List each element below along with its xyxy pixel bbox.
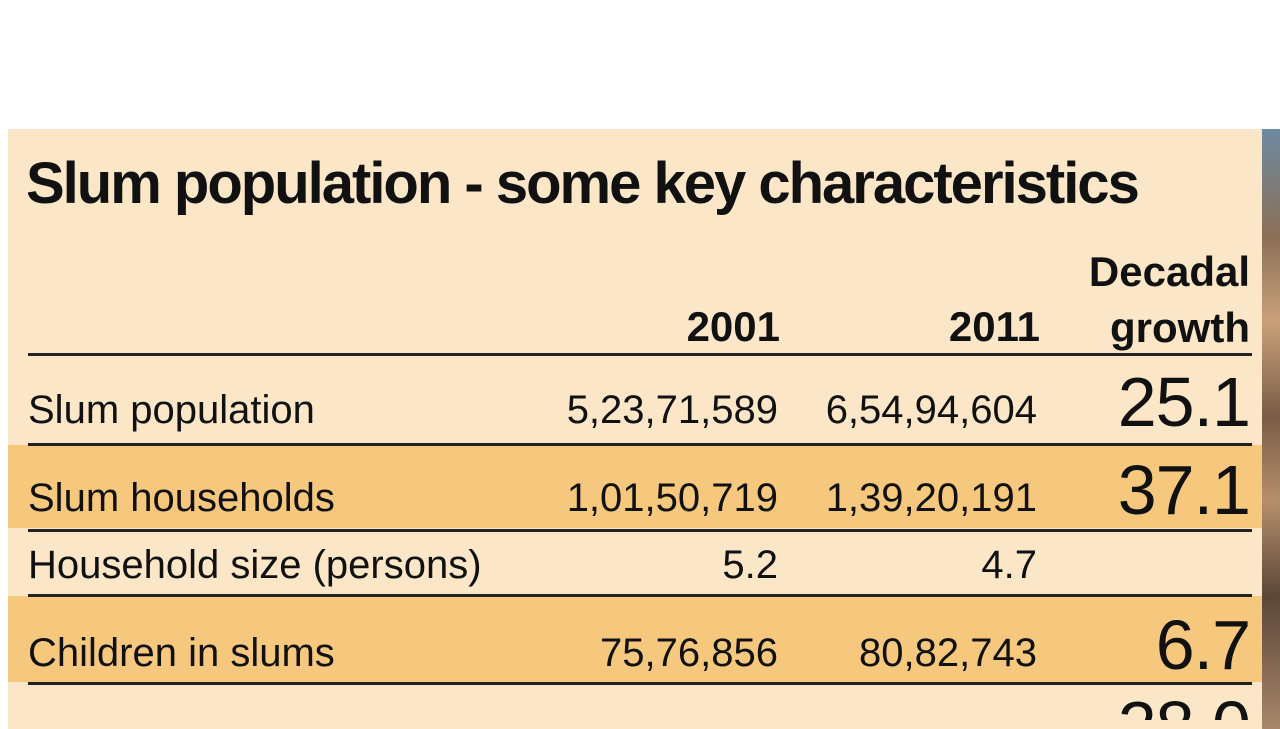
header-rule bbox=[28, 353, 1252, 356]
value-2011: 6,54,94,604 bbox=[825, 388, 1037, 432]
value-2001: 5,23,71,589 bbox=[566, 388, 778, 432]
value-2001: 1,01,50,719 bbox=[566, 476, 778, 520]
header-2001: 2001 bbox=[686, 303, 780, 350]
row-label: Slum population bbox=[28, 388, 315, 432]
table-row: Slum population 5,23,71,589 6,54,94,604 … bbox=[0, 360, 1280, 440]
row-rule bbox=[28, 529, 1252, 532]
table-title: Slum population - some key characteristi… bbox=[26, 151, 1140, 216]
row-label: Slum households bbox=[28, 476, 335, 520]
photo-strip bbox=[1262, 129, 1280, 729]
value-2011: 4.7 bbox=[981, 543, 1037, 587]
value-growth: 6.7 bbox=[1155, 606, 1251, 684]
table-row: Household size (persons) 5.2 4.7 bbox=[0, 515, 1280, 595]
header-growth-line2: growth bbox=[1110, 304, 1250, 351]
header-2011: 2011 bbox=[948, 303, 1040, 350]
header-decadal-growth: Decadal growth bbox=[1089, 244, 1250, 356]
value-2001: 75,76,856 bbox=[600, 631, 778, 675]
table-row: Slum households 1,01,50,719 1,39,20,191 … bbox=[0, 448, 1280, 528]
value-growth: 37.1 bbox=[1117, 451, 1251, 529]
value-2011: 80,82,743 bbox=[859, 631, 1037, 675]
row-label: Household size (persons) bbox=[28, 543, 482, 587]
table-row: Children in slums 75,76,856 80,82,743 6.… bbox=[0, 603, 1280, 683]
row-label: Children in slums bbox=[28, 631, 335, 675]
header-growth-line1: Decadal bbox=[1088, 248, 1250, 295]
row-rule bbox=[28, 594, 1252, 597]
value-growth: 28.0 bbox=[1118, 690, 1251, 720]
value-growth: 25.1 bbox=[1117, 363, 1251, 441]
value-2011: 1,39,20,191 bbox=[825, 476, 1037, 520]
value-2001: 5.2 bbox=[722, 543, 778, 587]
row-rule bbox=[28, 443, 1252, 446]
table-row: 28.0 bbox=[0, 688, 1280, 720]
row-band-children bbox=[8, 596, 1262, 682]
row-band-households bbox=[8, 445, 1262, 528]
row-rule bbox=[28, 682, 1252, 685]
